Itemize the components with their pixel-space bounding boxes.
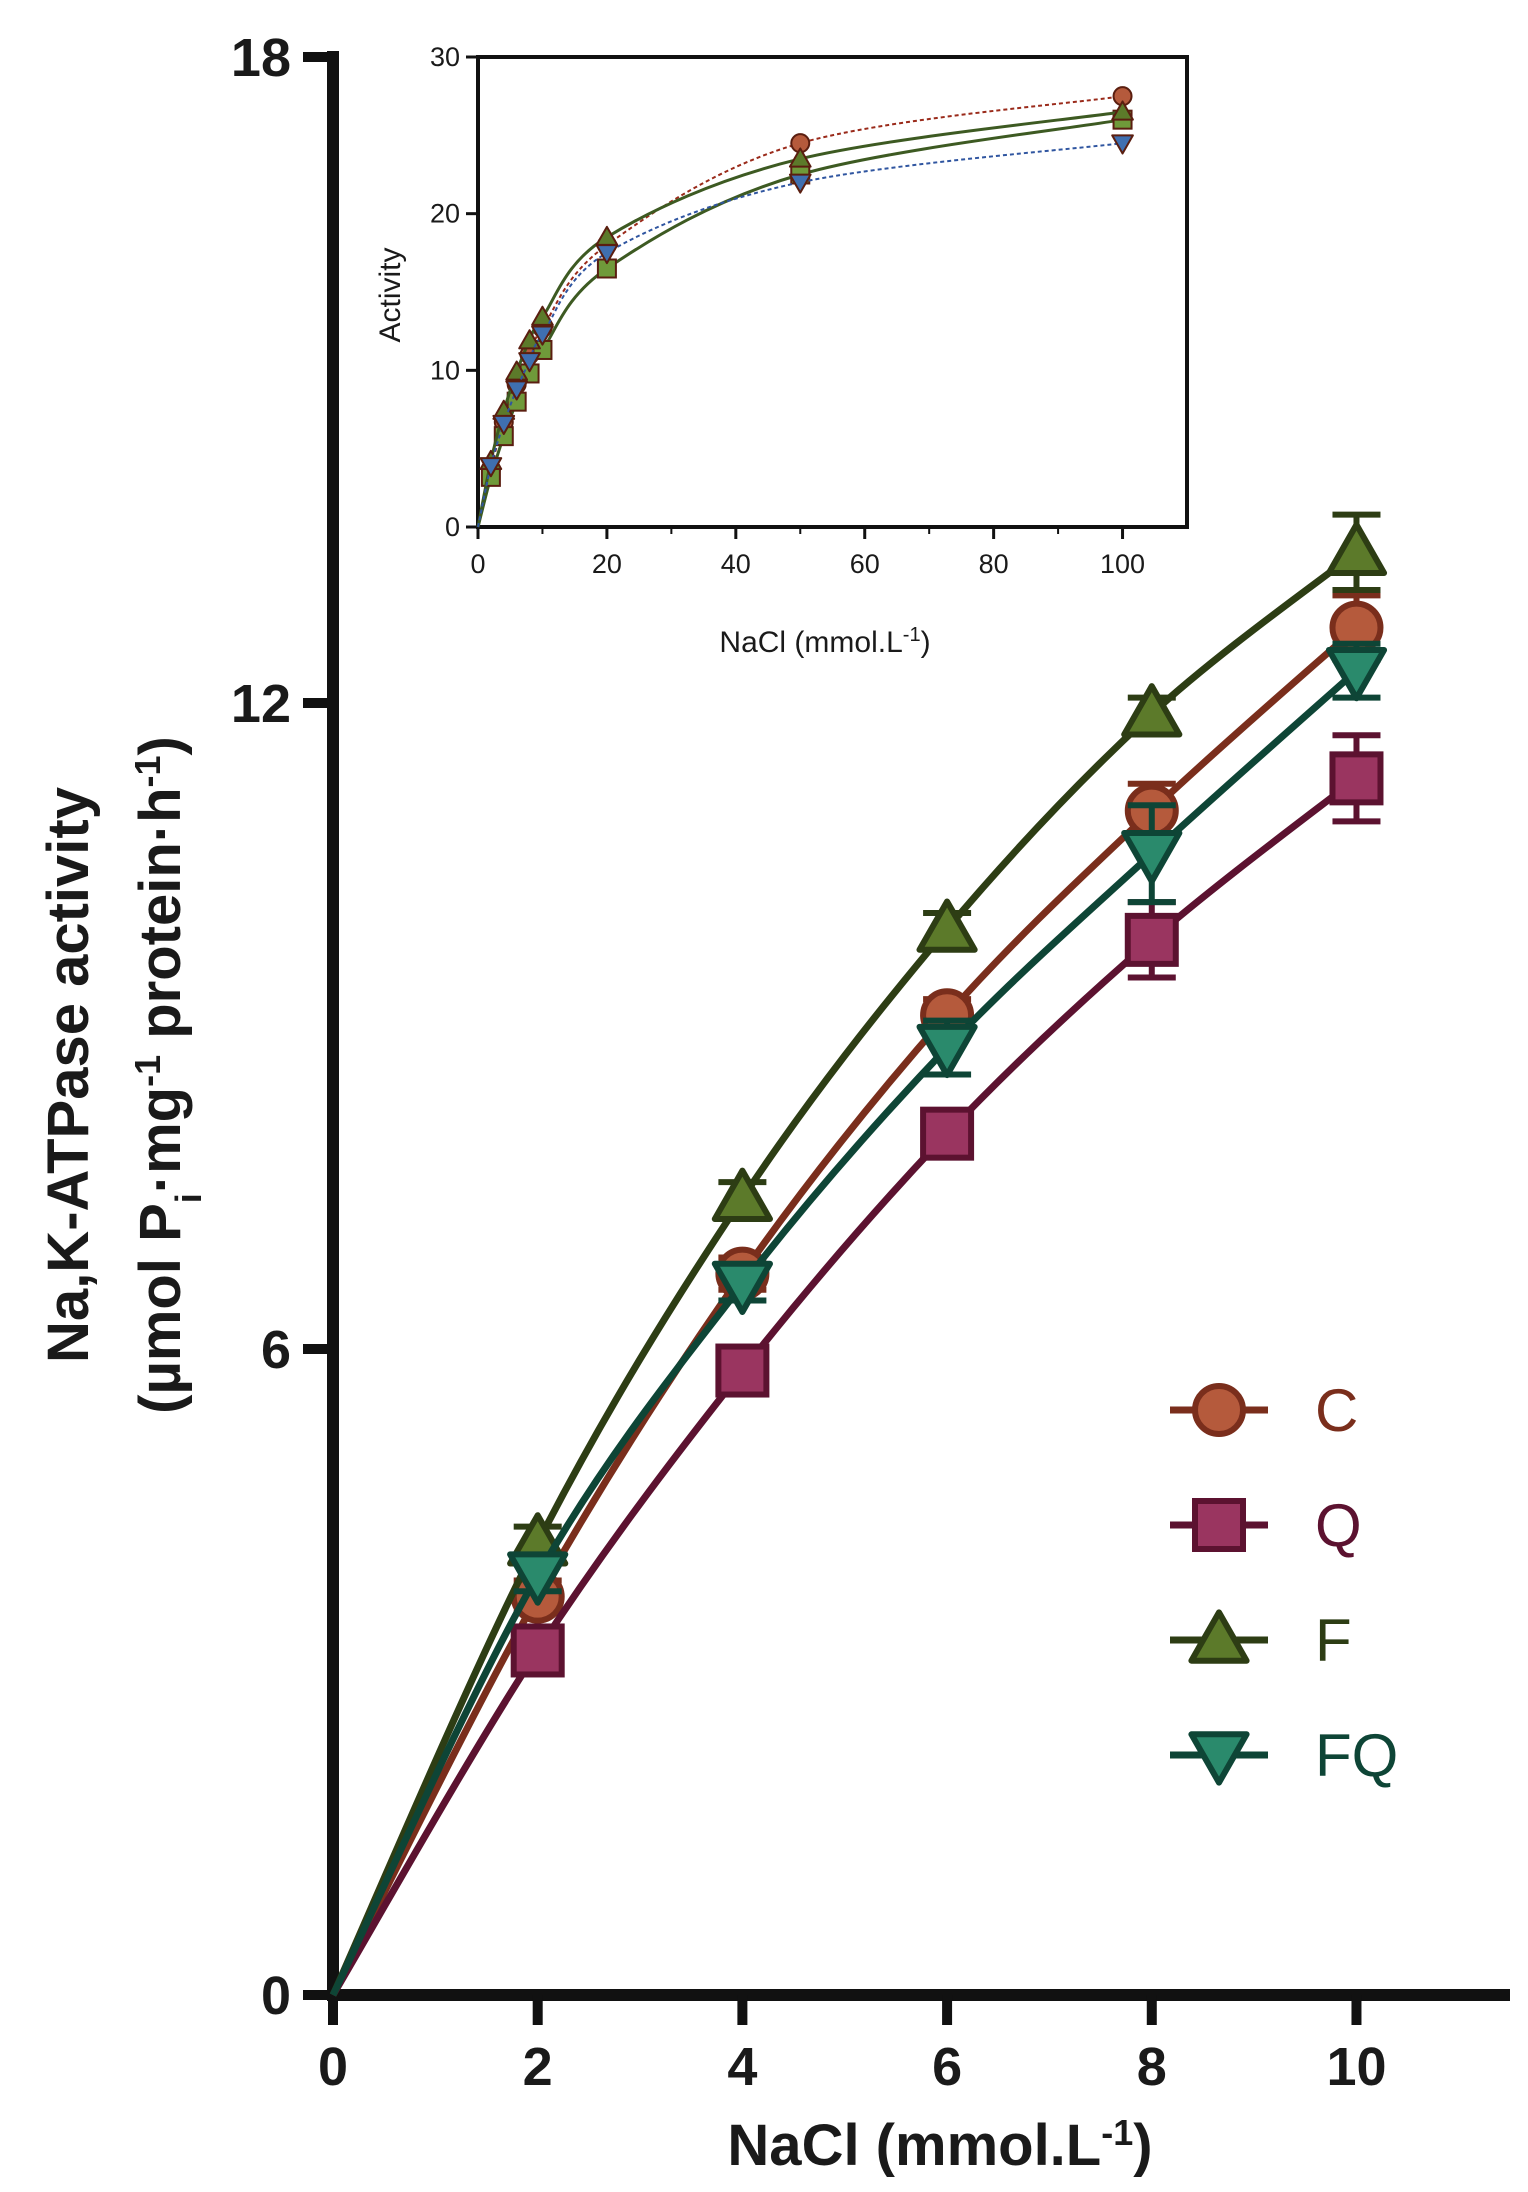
inset-y-axis-title: Activity bbox=[374, 247, 407, 342]
legend-item-F: F bbox=[1170, 1607, 1352, 1674]
inset-x-tick-label: 100 bbox=[1100, 549, 1145, 579]
main-point-Q bbox=[715, 1343, 770, 1398]
inset-point-FQ bbox=[595, 244, 619, 265]
inset-y-tick-label: 10 bbox=[430, 355, 460, 385]
inset-plot-area: 0 20 40 60 80 100 0 10 20 30 bbox=[430, 42, 1189, 579]
legend-label-F: F bbox=[1315, 1607, 1352, 1674]
main-x-tick-label: 8 bbox=[1137, 2037, 1167, 2097]
legend-label-Q: Q bbox=[1315, 1492, 1362, 1559]
legend-marker-C bbox=[1192, 1383, 1246, 1437]
main-point-F bbox=[1325, 521, 1388, 576]
main-point-FQ bbox=[507, 1551, 569, 1606]
inset-y-tick-label: 0 bbox=[445, 512, 460, 542]
inset-point-FQ bbox=[1111, 134, 1134, 155]
legend-item-C: C bbox=[1170, 1377, 1358, 1444]
main-point-FQ bbox=[711, 1260, 773, 1315]
legend-item-FQ: FQ bbox=[1170, 1722, 1398, 1789]
inset-x-axis-title: NaCl (mmol.L-1) bbox=[719, 624, 930, 659]
main-point-Q bbox=[510, 1623, 565, 1678]
main-x-tick-label: 2 bbox=[523, 2037, 553, 2097]
inset-frame bbox=[476, 55, 1189, 529]
inset-point-F bbox=[1111, 100, 1134, 121]
main-series-F bbox=[329, 511, 1388, 1997]
main-y-axis-title-line2: (µmol Pi·mg-1 protein·h-1) bbox=[127, 736, 209, 1414]
main-x-axis-title: NaCl (mmol.L-1) bbox=[727, 2112, 1152, 2179]
main-point-FQ bbox=[1325, 647, 1388, 702]
legend: CQF FQ bbox=[1170, 1377, 1398, 1789]
inset-point-F bbox=[505, 360, 529, 381]
main-x-tick-label: 4 bbox=[727, 2037, 757, 2097]
main-y-axis-title: Na,K-ATPase activity (µmol Pi·mg-1 prote… bbox=[36, 736, 209, 1414]
main-point-F bbox=[916, 898, 978, 953]
main-point-FQ bbox=[916, 1023, 978, 1079]
main-x-tick-label: 0 bbox=[318, 2037, 348, 2097]
inset-point-FQ bbox=[479, 457, 503, 478]
main-x-tick-label: 6 bbox=[932, 2037, 962, 2097]
main-y-tick-label: 0 bbox=[261, 1966, 291, 2026]
main-point-F bbox=[1121, 683, 1183, 738]
legend-marker-F bbox=[1188, 1609, 1250, 1664]
main-x-tick-label: 10 bbox=[1326, 2037, 1386, 2097]
legend-label-C: C bbox=[1315, 1377, 1358, 1444]
inset-x-tick-label: 0 bbox=[470, 549, 485, 579]
inset-x-tick-label: 20 bbox=[592, 549, 622, 579]
inset-point-F bbox=[518, 329, 541, 350]
legend-marker-Q bbox=[1192, 1498, 1246, 1552]
main-point-F bbox=[711, 1167, 773, 1222]
inset-point-F bbox=[531, 305, 554, 326]
inset-y-tick-label: 30 bbox=[430, 42, 460, 72]
inset-point-FQ bbox=[492, 414, 516, 435]
inset-point-FQ bbox=[518, 352, 541, 373]
inset-series-FQ bbox=[477, 134, 1134, 528]
inset-point-FQ bbox=[531, 325, 554, 346]
main-series-Q bbox=[329, 732, 1384, 1997]
main-series-FQ bbox=[329, 640, 1388, 1997]
legend-marker-FQ bbox=[1188, 1731, 1250, 1786]
main-point-FQ bbox=[1121, 830, 1183, 885]
inset-y-tick-label: 20 bbox=[430, 199, 460, 229]
legend-label-FQ: FQ bbox=[1315, 1722, 1398, 1789]
inset-x-tick-label: 40 bbox=[721, 549, 751, 579]
main-y-axis-title-line1: Na,K-ATPase activity bbox=[36, 787, 101, 1363]
inset-point-F bbox=[788, 147, 812, 168]
inset-x-tick-label: 60 bbox=[850, 549, 880, 579]
main-y-tick-label: 18 bbox=[231, 28, 291, 88]
main-point-Q bbox=[1124, 912, 1179, 967]
main-point-Q bbox=[920, 1106, 975, 1161]
inset-point-FQ bbox=[505, 380, 529, 401]
inset-point-FQ bbox=[788, 173, 812, 194]
main-point-Q bbox=[1329, 751, 1384, 806]
legend-item-Q: Q bbox=[1170, 1492, 1362, 1559]
main-y-tick-label: 6 bbox=[261, 1320, 291, 1380]
inset-x-tick-label: 80 bbox=[979, 549, 1009, 579]
main-y-tick-label: 12 bbox=[231, 674, 291, 734]
